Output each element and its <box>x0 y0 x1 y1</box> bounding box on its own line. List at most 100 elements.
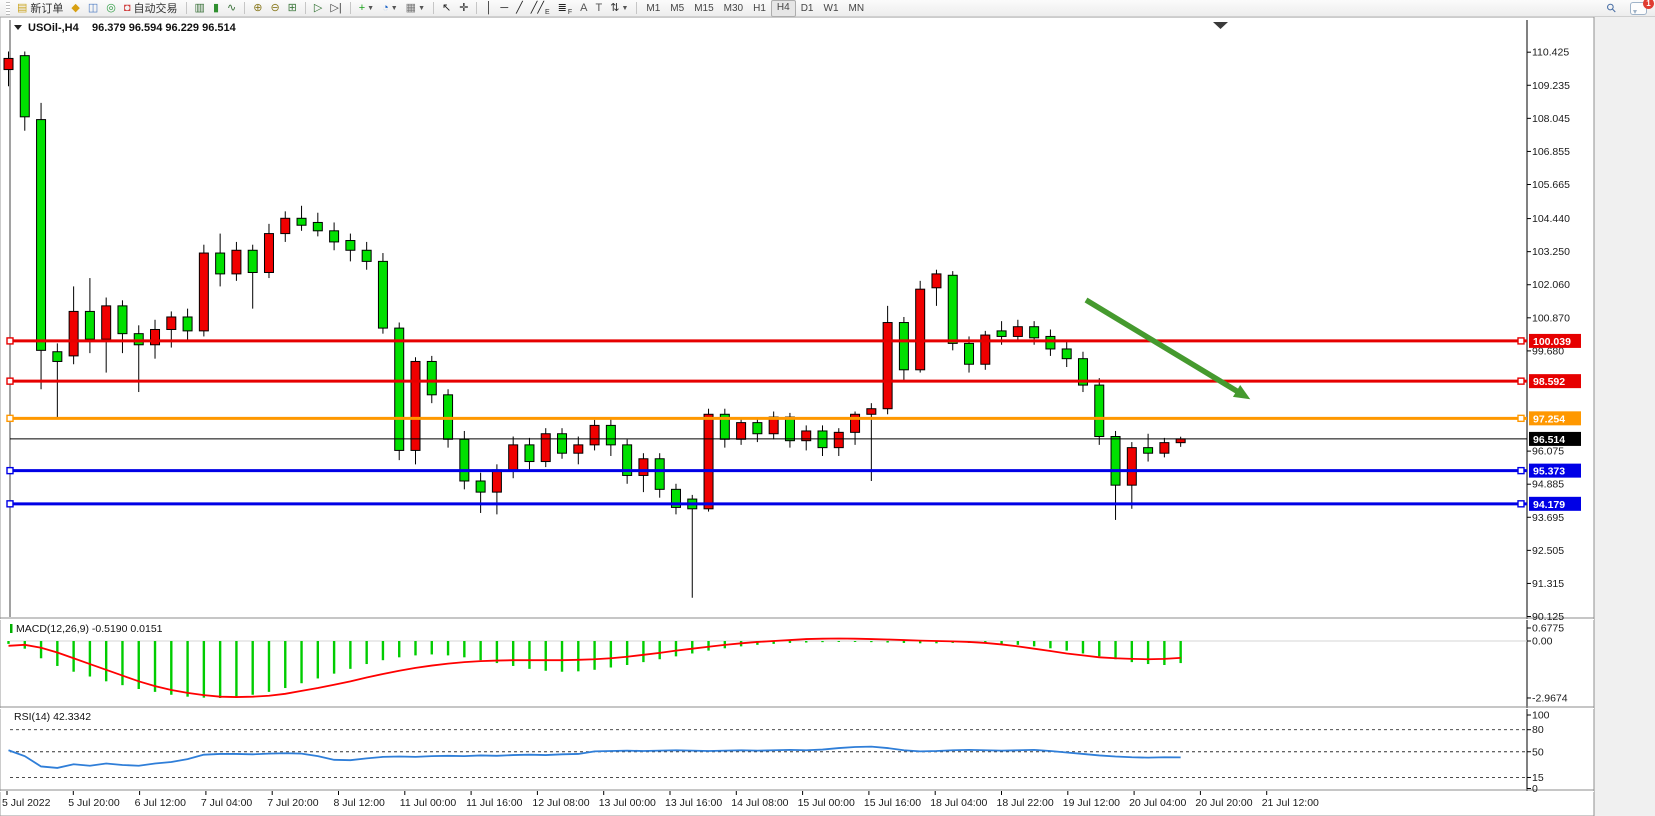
chart-shift-button[interactable]: ▷| <box>327 1 344 16</box>
candle <box>947 271 958 351</box>
template-menu-icon: ▦ <box>405 1 417 14</box>
time-axis: 5 Jul 2022 5 Jul 20:00 6 Jul 12:00 7 Jul 04… <box>2 791 1319 809</box>
tile-windows-button[interactable]: ⊞ <box>285 1 300 16</box>
zoom-out-button[interactable]: ⊖ <box>267 1 282 16</box>
line-chart-button[interactable]: ∿ <box>224 1 239 16</box>
time-axis-label: 19 Jul 12:00 <box>1063 797 1120 809</box>
toolbar-separator <box>304 2 306 14</box>
candle <box>182 308 193 342</box>
timeframe-m5[interactable]: M5 <box>670 2 685 14</box>
timeframe-h4[interactable]: H4 <box>770 0 796 17</box>
svg-text:90.125: 90.125 <box>1532 611 1564 623</box>
support-2-hline[interactable]: 94.179 <box>6 496 1581 511</box>
hline-tool-button[interactable]: ─ <box>497 1 511 16</box>
bar-chart-button[interactable]: ▥ <box>192 1 208 16</box>
resistance-1-hline[interactable]: 100.039 <box>6 333 1581 348</box>
toolbar-separator <box>185 2 187 14</box>
candle <box>280 211 291 242</box>
candle <box>557 428 568 459</box>
autotrading-button[interactable]: ◘ 自动交易 <box>121 1 181 16</box>
auto-scroll-button[interactable]: ▷ <box>311 1 325 16</box>
macd-scale-label: 0.00 <box>1532 636 1553 648</box>
timeframe-mn[interactable]: MN <box>848 2 865 14</box>
candle <box>703 408 714 512</box>
timeframe-w1[interactable]: W1 <box>823 2 839 14</box>
shapes-tool-caret-icon: ▼ <box>621 4 629 12</box>
vline-tool-icon: │ <box>485 1 493 14</box>
candle <box>296 205 307 231</box>
timeframe-m30[interactable]: M30 <box>723 2 744 14</box>
candle <box>833 428 844 456</box>
candle <box>247 244 258 309</box>
price-axis: 110.425 109.235 108.045 106.855 105.665 104.4… <box>1527 47 1570 623</box>
market-watch-button[interactable]: ◆ <box>68 1 82 16</box>
crosshair-tool-button[interactable]: ✛ <box>456 1 471 16</box>
svg-text:99.680: 99.680 <box>1532 345 1564 357</box>
price-badge <box>1529 374 1581 389</box>
candle <box>198 244 209 337</box>
channel-tool-button[interactable]: ╱╱ E <box>528 1 553 16</box>
time-axis-label: 7 Jul 04:00 <box>201 797 253 809</box>
add-indicator-button[interactable]: + ▼ <box>356 1 377 16</box>
time-axis-label: 15 Jul 00:00 <box>798 797 855 809</box>
candle <box>1159 437 1170 458</box>
support-1-hline[interactable]: 95.373 <box>6 463 1581 478</box>
period-menu-button[interactable]: ◔ ▼ <box>379 1 401 16</box>
signals-button[interactable]: ◎ <box>103 1 119 16</box>
chevron-down-icon <box>14 25 22 30</box>
label-tool-button[interactable]: T <box>593 1 606 16</box>
zoom-in-button[interactable]: ⊕ <box>250 1 265 16</box>
chart-shift-marker[interactable] <box>1213 22 1228 29</box>
tile-windows-icon: ⊞ <box>287 1 297 14</box>
hline-handle <box>1517 377 1525 385</box>
price-badge <box>1529 496 1581 511</box>
hline-tool-icon: ─ <box>500 1 509 14</box>
text-tool-icon: A <box>580 1 588 14</box>
chart-window-button[interactable]: ◫ <box>85 1 101 16</box>
cursor-tool-icon: ↖ <box>442 1 452 14</box>
chat-icon[interactable]: 1 <box>1630 0 1654 15</box>
candle <box>215 233 226 287</box>
time-axis-label: 5 Jul 2022 <box>2 797 51 809</box>
candle <box>459 430 470 490</box>
vline-tool-button[interactable]: │ <box>482 1 495 16</box>
add-indicator-icon: + <box>358 1 366 14</box>
candle <box>410 357 421 465</box>
price-badge <box>1529 333 1581 348</box>
pivot-line-hline[interactable]: 97.254 <box>6 411 1581 426</box>
price-badge-label: 95.373 <box>1533 466 1565 478</box>
cursor-tool-button[interactable]: ↖ <box>439 1 454 16</box>
price-badge <box>1529 463 1581 478</box>
candle <box>394 322 405 461</box>
text-tool-button[interactable]: A <box>577 1 590 16</box>
new-order-button[interactable]: ▤ 新订单 <box>14 1 66 16</box>
timeframe-m1[interactable]: M1 <box>646 2 661 14</box>
candle <box>1077 351 1088 393</box>
trendline-tool-button[interactable]: ╱ <box>513 1 526 16</box>
candle <box>605 417 616 456</box>
current-price-line-hline[interactable]: 96.514 <box>10 431 1581 446</box>
search-icon[interactable]: ⚲ <box>1603 0 1620 17</box>
rsi-scale-label: 0 <box>1532 783 1538 795</box>
rsi-scale-label: 80 <box>1532 724 1544 736</box>
price-badge <box>1529 431 1581 446</box>
fibonacci-tool-button[interactable]: ≣ F <box>555 1 576 16</box>
trend-arrow[interactable] <box>1084 297 1251 400</box>
resistance-2-hline[interactable]: 98.592 <box>6 374 1581 389</box>
toolbar-separator <box>349 2 351 14</box>
crosshair-tool-icon: ✛ <box>459 1 469 14</box>
timeframe-h1[interactable]: H1 <box>753 2 766 14</box>
macd-scale-label: 0.6775 <box>1532 623 1564 635</box>
shapes-tool-button[interactable]: ⇅ ▼ <box>607 1 631 16</box>
candle <box>573 436 584 465</box>
template-menu-button[interactable]: ▦ ▼ <box>403 1 428 16</box>
timeframe-m15[interactable]: M15 <box>694 2 714 14</box>
toolbar-separator <box>636 2 638 14</box>
candlestick-chart-button[interactable]: ▮ <box>210 1 222 16</box>
new-order-label: 新订单 <box>30 3 64 15</box>
macd-scale-label: -2.9674 <box>1532 692 1568 704</box>
macd-label: MACD(12,26,9) -0.5190 0.0151 <box>16 623 163 635</box>
timeframe-d1[interactable]: D1 <box>800 2 814 14</box>
